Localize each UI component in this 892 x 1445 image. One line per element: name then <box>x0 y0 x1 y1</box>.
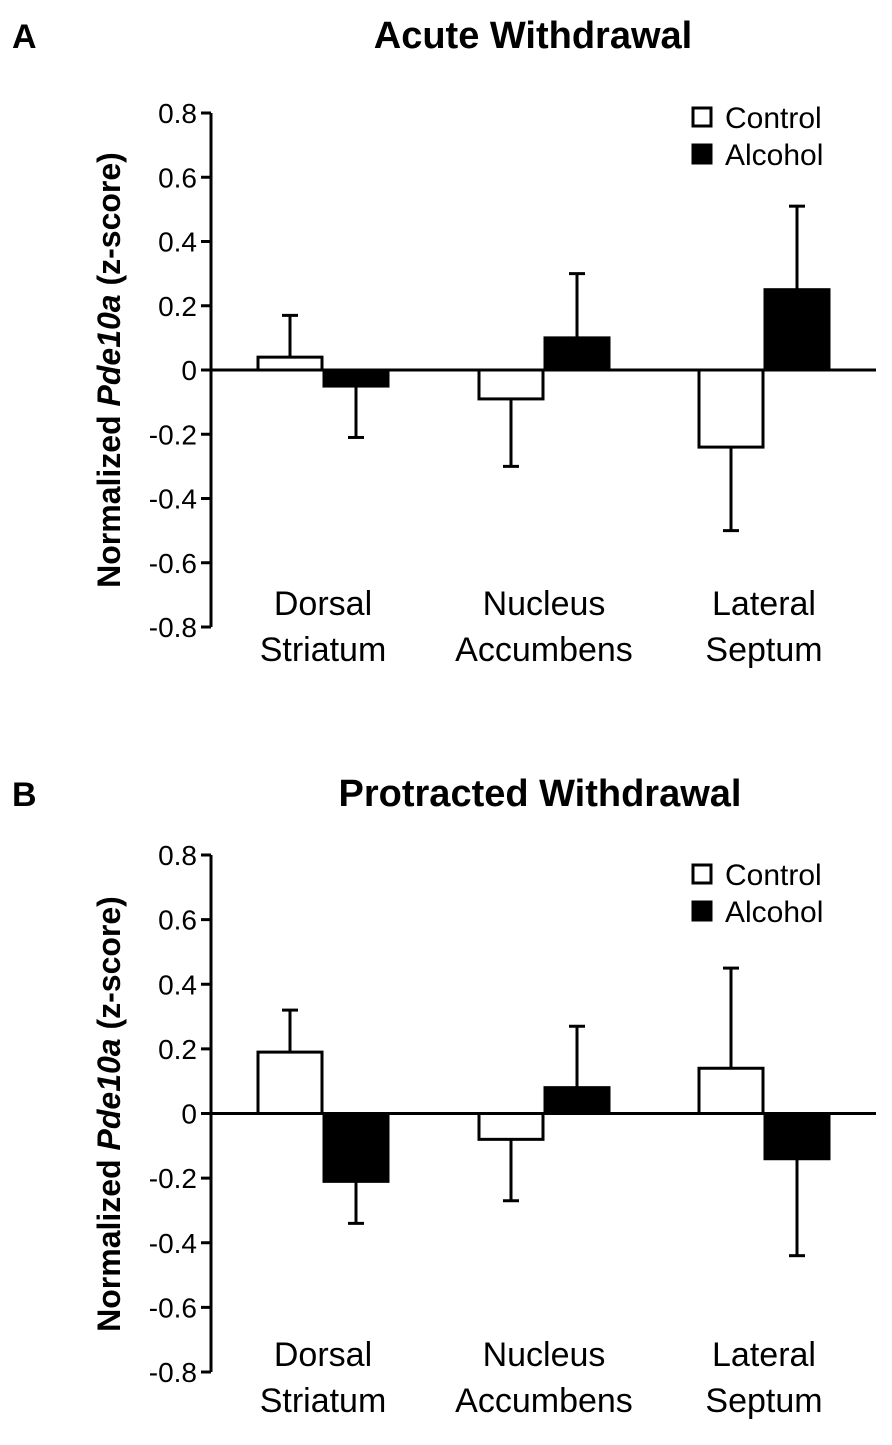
y-tick-label: 0 <box>181 1099 197 1130</box>
category-labels: Dorsal Striatum Nucleus Accumbens Lateral Sep… <box>260 585 823 669</box>
category-label-line: Septum <box>705 631 822 669</box>
y-tick-label: -0.6 <box>149 1292 197 1323</box>
legend-swatch-alcohol <box>691 143 713 165</box>
category-label-line: Striatum <box>260 1382 387 1420</box>
bar-control <box>697 1066 765 1115</box>
category-label-line: Septum <box>705 1382 822 1420</box>
y-axis-label-suffix: (z-score) <box>91 152 127 294</box>
category-label: Lateral Septum <box>705 585 822 669</box>
y-tick-label: 0.6 <box>158 905 197 936</box>
y-tick-label: 0.6 <box>158 162 197 193</box>
category-label-line: Accumbens <box>455 631 633 669</box>
legend-label-control: Control <box>725 102 822 135</box>
category-label-line: Nucleus <box>483 1336 606 1374</box>
y-tick-label: -0.4 <box>149 484 197 515</box>
y-tick-label: -0.4 <box>149 1228 197 1259</box>
bar-control <box>697 368 765 449</box>
category-labels: Dorsal Striatum Nucleus Accumbens Lateral Sep… <box>260 1336 823 1420</box>
category-label: Dorsal Striatum <box>260 1336 387 1420</box>
y-axis-label-prefix: Normalized <box>91 406 127 587</box>
y-axis-label-gene: Pde10a <box>91 294 127 406</box>
category-label-line: Dorsal <box>274 585 372 623</box>
category-label-line: Dorsal <box>274 1336 372 1374</box>
y-tick-label: 0.8 <box>158 840 197 871</box>
legend: Control Alcohol <box>691 102 823 172</box>
legend: Control Alcohol <box>691 859 823 929</box>
bar-alcohol <box>763 1112 831 1161</box>
category-label-line: Lateral <box>712 585 816 623</box>
bar-control <box>477 1112 545 1141</box>
y-axis-label: Normalized Pde10a (z-score) <box>91 152 127 588</box>
y-axis-label: Normalized Pde10a (z-score) <box>91 896 127 1332</box>
category-label: Nucleus Accumbens <box>455 585 633 669</box>
y-axis-label-gene: Pde10a <box>91 1038 127 1150</box>
bar-alcohol <box>763 288 831 372</box>
y-tick-label: 0.8 <box>158 98 197 129</box>
legend-label-control: Control <box>725 859 822 892</box>
legend-swatch-control <box>691 863 713 885</box>
panel-letter: B <box>12 776 37 814</box>
axes-group: 0.8 0.6 0.4 0.2 0 -0.2 -0.4 -0.6 -0.8 <box>149 98 876 643</box>
category-label: Dorsal Striatum <box>260 585 387 669</box>
bars-group <box>256 966 831 1258</box>
category-label-line: Lateral <box>712 1336 816 1374</box>
bar-alcohol <box>322 1112 390 1183</box>
chart-title: Acute Withdrawal <box>374 15 692 57</box>
legend-swatch-alcohol <box>691 900 713 922</box>
axes-group: 0.8 0.6 0.4 0.2 0 -0.2 -0.4 -0.6 -0.8 <box>149 840 876 1388</box>
category-label: Lateral Septum <box>705 1336 822 1420</box>
bar-control <box>477 368 545 401</box>
bars-group <box>256 204 831 533</box>
chart-title: Protracted Withdrawal <box>339 773 742 815</box>
y-tick-label: -0.6 <box>149 548 197 579</box>
y-tick-label: -0.8 <box>149 612 197 643</box>
y-tick-label: -0.2 <box>149 1163 197 1194</box>
y-tick-label: 0.2 <box>158 1034 197 1065</box>
panel-letter: A <box>12 18 37 56</box>
bar-alcohol <box>322 368 390 388</box>
category-label: Nucleus Accumbens <box>455 1336 633 1420</box>
y-tick-label: 0.4 <box>158 969 197 1000</box>
y-axis-label-suffix: (z-score) <box>91 896 127 1038</box>
category-label-line: Striatum <box>260 631 387 669</box>
y-tick-label: 0.2 <box>158 291 197 322</box>
legend-label-alcohol: Alcohol <box>725 896 823 929</box>
panel-a: A Acute Withdrawal Normalized Pde10a (z-… <box>12 15 876 669</box>
bar-control <box>256 355 324 372</box>
bar-alcohol <box>543 1086 611 1116</box>
panel-b: B Protracted Withdrawal Normalized Pde10… <box>12 773 876 1420</box>
y-tick-label: -0.2 <box>149 419 197 450</box>
legend-label-alcohol: Alcohol <box>725 139 823 172</box>
y-tick-label: 0.4 <box>158 227 197 258</box>
category-label-line: Nucleus <box>483 585 606 623</box>
y-tick-label: -0.8 <box>149 1357 197 1388</box>
category-label-line: Accumbens <box>455 1382 633 1420</box>
bar-control <box>256 1050 324 1115</box>
bar-alcohol <box>543 336 611 372</box>
legend-swatch-control <box>691 106 713 128</box>
y-axis-label-prefix: Normalized <box>91 1150 127 1331</box>
y-tick-label: 0 <box>181 355 197 386</box>
